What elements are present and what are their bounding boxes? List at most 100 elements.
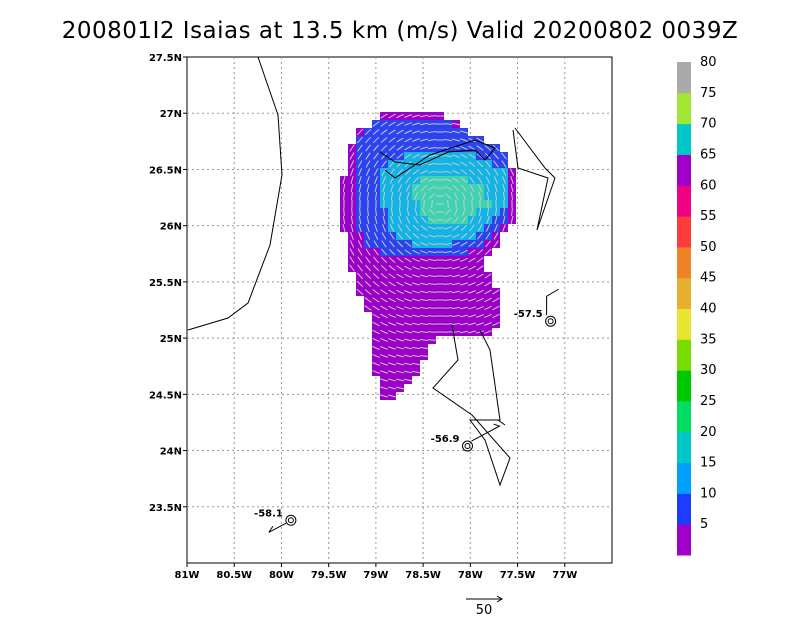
wind-arrow [411, 298, 421, 302]
wind-arrow [388, 297, 396, 303]
wind-arrow [427, 146, 437, 150]
wind-arrow [427, 162, 437, 166]
wind-arrow [380, 362, 388, 366]
colorbar-label: 15 [700, 456, 717, 471]
wind-arrow [447, 199, 449, 209]
wind-arrow [460, 241, 468, 247]
wind-arrow [502, 176, 506, 184]
wind-arrow [350, 215, 354, 225]
wind-arrow [493, 240, 499, 248]
x-tick-label: 78.5W [405, 570, 441, 581]
wind-arrow [460, 176, 468, 184]
wind-arrow [388, 386, 396, 390]
wind-arrow [358, 183, 362, 193]
wind-arrow [365, 232, 371, 240]
wind-arrow [443, 242, 453, 246]
wind-arrow [460, 138, 468, 142]
x-tick-label: 77W [552, 570, 577, 581]
wind-arrow [387, 394, 397, 398]
wind-arrow [411, 330, 421, 334]
wind-arrow [381, 176, 387, 184]
wind-arrow [492, 144, 500, 152]
wind-arrow [351, 191, 353, 201]
wind-arrow [372, 121, 380, 127]
wind-arrow [484, 330, 492, 334]
wind-arrow [396, 265, 404, 271]
wind-arrow [356, 272, 364, 280]
wind-arrow [468, 241, 476, 247]
wind-arrow [342, 223, 346, 233]
wind-arrow [388, 113, 396, 119]
wind-arrow [374, 215, 378, 225]
wind-arrow [427, 315, 437, 317]
wind-arrow [380, 129, 388, 135]
colorbar-swatch [677, 185, 691, 217]
wind-arrow [412, 145, 420, 151]
wind-arrow [443, 299, 453, 301]
wind-arrow [380, 297, 388, 303]
wind-arrow [365, 160, 371, 168]
wind-arrow [484, 289, 492, 295]
wind-arrow [443, 250, 453, 254]
y-tick-label: 25N [160, 334, 182, 345]
x-axis-ticks: 81W 80.5W 80W 79.5W 79W 78.5W 78W 77.5W 77W [175, 563, 577, 581]
wind-arrow [462, 192, 466, 200]
wind-arrow [388, 322, 396, 326]
wind-arrow [502, 215, 506, 225]
wind-arrow [373, 152, 379, 160]
wind-arrow [396, 129, 404, 135]
wind-arrow [404, 306, 412, 310]
wind-arrow [460, 145, 468, 151]
wind-arrow [470, 207, 474, 217]
wind-arrow [412, 290, 420, 294]
wind-arrow [395, 370, 405, 374]
wind-arrow [357, 264, 363, 272]
wind-arrow [443, 170, 453, 174]
wind-arrow [468, 168, 476, 176]
wind-arrow [470, 192, 474, 200]
wind-arrow [396, 281, 404, 287]
wind-arrow [459, 298, 469, 302]
wind-arrow [365, 248, 371, 256]
wind-arrow [469, 184, 475, 192]
storm-marker: -57.5 [514, 288, 559, 327]
wind-arrow [427, 250, 437, 254]
wind-arrow [493, 160, 499, 168]
wind-arrow [358, 224, 362, 232]
wind-arrow [510, 176, 514, 184]
wind-arrow [443, 315, 453, 317]
wind-arrow [388, 305, 396, 311]
colorbar-label: 35 [700, 332, 717, 347]
wind-arrow [468, 282, 476, 286]
wind-arrow [364, 264, 372, 272]
wind-arrow [419, 306, 429, 310]
wind-arrow [419, 114, 429, 118]
reference-vector: 50 [466, 595, 503, 618]
wind-arrow [411, 346, 421, 350]
wind-arrow [443, 123, 453, 125]
wind-arrow [372, 345, 380, 351]
wind-arrow [357, 256, 363, 264]
wind-arrow [485, 168, 491, 176]
wind-arrow [443, 162, 453, 166]
colorbar-label: 55 [700, 209, 717, 224]
wind-arrow [349, 248, 355, 256]
wind-arrow [380, 370, 388, 374]
wind-arrow [357, 160, 363, 168]
wind-arrow [452, 250, 460, 254]
wind-arrow [380, 346, 388, 350]
wind-arrow [452, 225, 460, 231]
storm-track [546, 288, 559, 316]
wind-arrow [374, 191, 378, 201]
wind-arrow [428, 234, 436, 238]
wind-arrow [419, 347, 429, 349]
wind-arrow [350, 224, 354, 232]
colorbar-label: 60 [700, 178, 717, 193]
wind-arrow [404, 153, 412, 159]
wind-arrow [486, 216, 490, 224]
wind-arrow [492, 289, 500, 295]
wind-arrow [484, 248, 492, 256]
wind-arrow [365, 240, 371, 248]
wind-arrow [453, 192, 459, 200]
y-tick-label: 24N [160, 447, 182, 458]
